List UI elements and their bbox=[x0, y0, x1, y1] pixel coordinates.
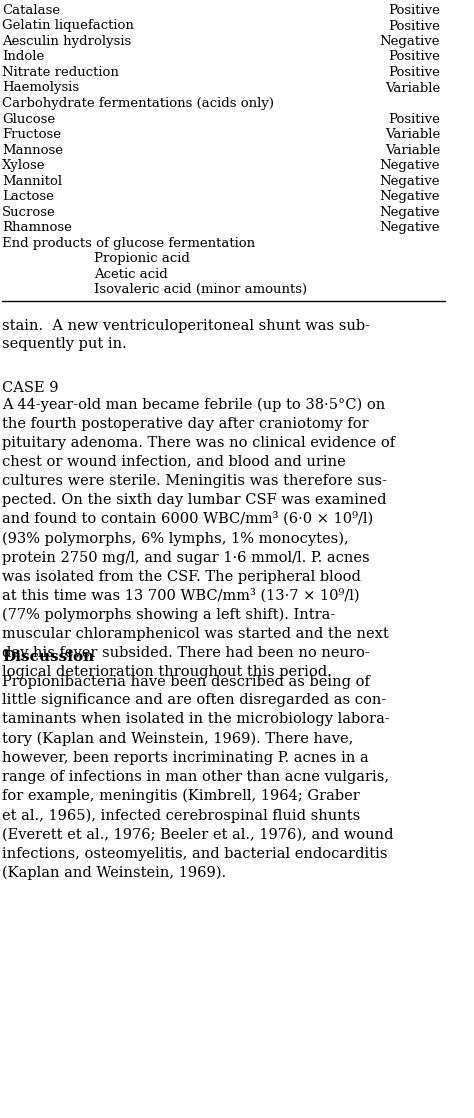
Text: Fructose: Fructose bbox=[2, 127, 61, 141]
Text: Positive: Positive bbox=[388, 4, 440, 17]
Text: Lactose: Lactose bbox=[2, 190, 54, 203]
Text: End products of glucose fermentation: End products of glucose fermentation bbox=[2, 237, 255, 249]
Text: Positive: Positive bbox=[388, 19, 440, 32]
Text: Acetic acid: Acetic acid bbox=[94, 267, 168, 281]
Text: Gelatin liquefaction: Gelatin liquefaction bbox=[2, 19, 134, 32]
Text: Discussion: Discussion bbox=[2, 650, 94, 663]
Text: CASE 9: CASE 9 bbox=[2, 380, 58, 395]
Text: Mannitol: Mannitol bbox=[2, 174, 62, 188]
Text: Negative: Negative bbox=[380, 174, 440, 188]
Text: Glucose: Glucose bbox=[2, 113, 55, 125]
Text: Negative: Negative bbox=[380, 221, 440, 234]
Text: Variable: Variable bbox=[385, 127, 440, 141]
Text: Positive: Positive bbox=[388, 113, 440, 125]
Text: stain.  A new ventriculoperitoneal shunt was sub-
sequently put in.: stain. A new ventriculoperitoneal shunt … bbox=[2, 319, 370, 351]
Text: Isovaleric acid (minor amounts): Isovaleric acid (minor amounts) bbox=[94, 283, 307, 296]
Text: Nitrate reduction: Nitrate reduction bbox=[2, 66, 119, 79]
Text: Mannose: Mannose bbox=[2, 143, 63, 157]
Text: Positive: Positive bbox=[388, 50, 440, 64]
Text: Haemolysis: Haemolysis bbox=[2, 82, 79, 95]
Text: Xylose: Xylose bbox=[2, 159, 46, 172]
Text: Positive: Positive bbox=[388, 66, 440, 79]
Text: Catalase: Catalase bbox=[2, 4, 60, 17]
Text: Negative: Negative bbox=[380, 159, 440, 172]
Text: Variable: Variable bbox=[385, 143, 440, 157]
Text: Negative: Negative bbox=[380, 35, 440, 48]
Text: Propionibacteria have been described as being of
little significance and are oft: Propionibacteria have been described as … bbox=[2, 674, 393, 880]
Text: Rhamnose: Rhamnose bbox=[2, 221, 72, 234]
Text: Negative: Negative bbox=[380, 190, 440, 203]
Text: Carbohydrate fermentations (acids only): Carbohydrate fermentations (acids only) bbox=[2, 97, 274, 110]
Text: Variable: Variable bbox=[385, 82, 440, 95]
Text: Indole: Indole bbox=[2, 50, 44, 64]
Text: Propionic acid: Propionic acid bbox=[94, 252, 190, 265]
Text: Negative: Negative bbox=[380, 206, 440, 218]
Text: Sucrose: Sucrose bbox=[2, 206, 55, 218]
Text: A 44-year-old man became febrile (up to 38·5°C) on
the fourth postoperative day : A 44-year-old man became febrile (up to … bbox=[2, 398, 395, 680]
Text: Aesculin hydrolysis: Aesculin hydrolysis bbox=[2, 35, 131, 48]
